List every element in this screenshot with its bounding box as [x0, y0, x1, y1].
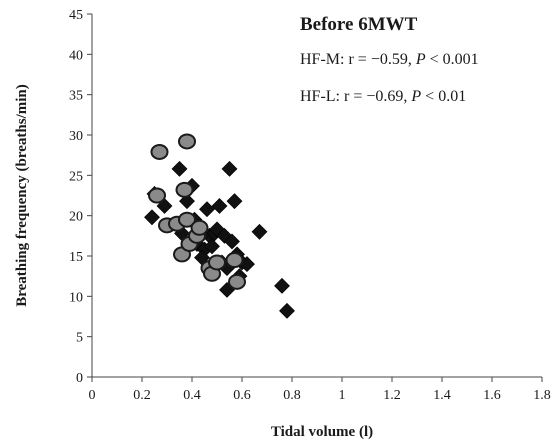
x-tick-label: 1.4 [433, 388, 451, 403]
annotation-hf-m-minus: − [371, 51, 380, 68]
y-tick-label: 25 [69, 169, 83, 184]
x-tick-label: 1.6 [483, 388, 501, 403]
circle-point [150, 143, 169, 160]
x-tick-label: 0.8 [283, 388, 301, 403]
annotation-hf-m-value: 0.59, [380, 51, 416, 68]
x-tick-label: 0.2 [133, 388, 151, 403]
y-tick-label: 15 [69, 250, 83, 265]
data-points [144, 133, 295, 319]
circle-point [148, 187, 166, 204]
circle-point [228, 273, 246, 290]
diamond-point [251, 223, 268, 240]
diamond-point [274, 277, 290, 294]
annotation-hf-l: HF-L: r = −0.69, P < 0.01 [300, 88, 466, 105]
annotation-hf-l-prefix: HF-L: r = [300, 88, 366, 105]
x-axis-title: Tidal volume (l) [271, 424, 373, 440]
chart-title: Before 6MWT [300, 14, 418, 35]
x-ticks: 0 0.2 0.4 0.6 0.8 1 1.2 1.4 1.6 1.8 [89, 377, 551, 403]
y-ticks: 0 5 10 15 20 25 30 35 40 45 [69, 8, 92, 386]
diamond-point [279, 302, 295, 319]
y-axis-title: Breathing frequency (breaths/min) [14, 84, 30, 307]
y-tick-label: 20 [69, 210, 83, 225]
diamond-point [221, 160, 238, 177]
circle-point [190, 219, 209, 236]
annotation-hf-m-rest: < 0.001 [426, 51, 479, 68]
diamond-point [224, 233, 240, 250]
annotation-hf-m: HF-M: r = −0.59, P < 0.001 [300, 51, 479, 68]
x-tick-label: 1 [339, 388, 346, 403]
diamond-point [204, 238, 220, 255]
circle-point [178, 133, 196, 150]
annotation-hf-m-prefix: HF-M: r = [300, 51, 371, 68]
x-tick-label: 1.2 [383, 388, 401, 403]
y-tick-label: 10 [69, 290, 83, 305]
x-tick-label: 1.8 [533, 388, 551, 403]
diamond-point [226, 193, 243, 210]
annotation-hf-l-p: P [410, 88, 421, 105]
axes [91, 14, 542, 378]
x-tick-label: 0 [89, 388, 96, 403]
circle-point [178, 211, 196, 228]
circle-point [225, 252, 244, 269]
y-tick-label: 0 [76, 371, 83, 386]
y-tick-label: 35 [69, 89, 83, 104]
diamond-point [171, 160, 188, 177]
circle-point [175, 181, 194, 198]
y-tick-label: 40 [69, 48, 83, 63]
y-tick-label: 5 [76, 331, 83, 346]
y-tick-label: 30 [69, 129, 83, 144]
annotation-hf-l-rest: < 0.01 [421, 88, 466, 105]
x-tick-label: 0.4 [183, 388, 201, 403]
x-tick-label: 0.6 [233, 388, 251, 403]
diamond-point [144, 209, 160, 226]
y-tick-label: 45 [69, 8, 83, 23]
annotation-hf-l-value: 0.69, [375, 88, 411, 105]
circle-point [208, 254, 226, 271]
annotation-hf-l-minus: − [366, 88, 375, 105]
diamond-point [211, 198, 228, 214]
annotation-hf-m-p: P [415, 51, 426, 68]
diamond-point [199, 201, 215, 218]
